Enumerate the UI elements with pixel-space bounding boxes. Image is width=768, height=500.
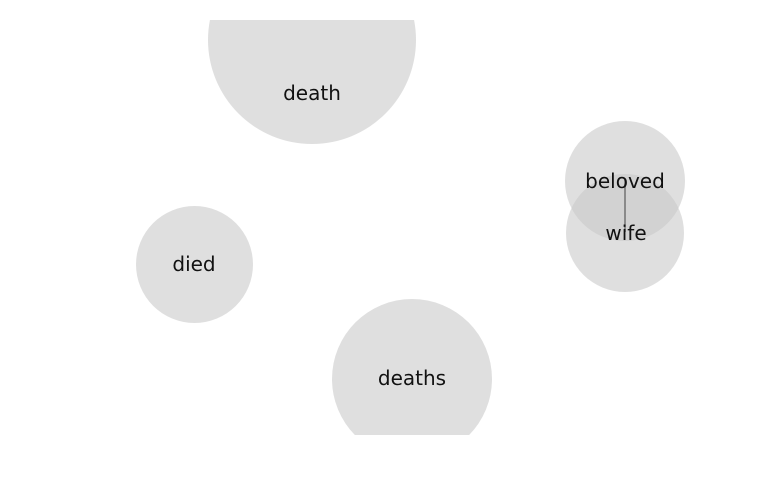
label-deaths: deaths [377,366,447,390]
bubble-died [136,206,253,323]
label-wife: wife [605,221,647,245]
bubble-canvas: death died deaths beloved wife [0,20,768,435]
label-death: death [283,81,341,105]
edge-beloved-wife [624,180,626,232]
bubble-deaths [332,299,492,435]
label-died: died [172,252,216,276]
label-beloved: beloved [585,169,665,193]
